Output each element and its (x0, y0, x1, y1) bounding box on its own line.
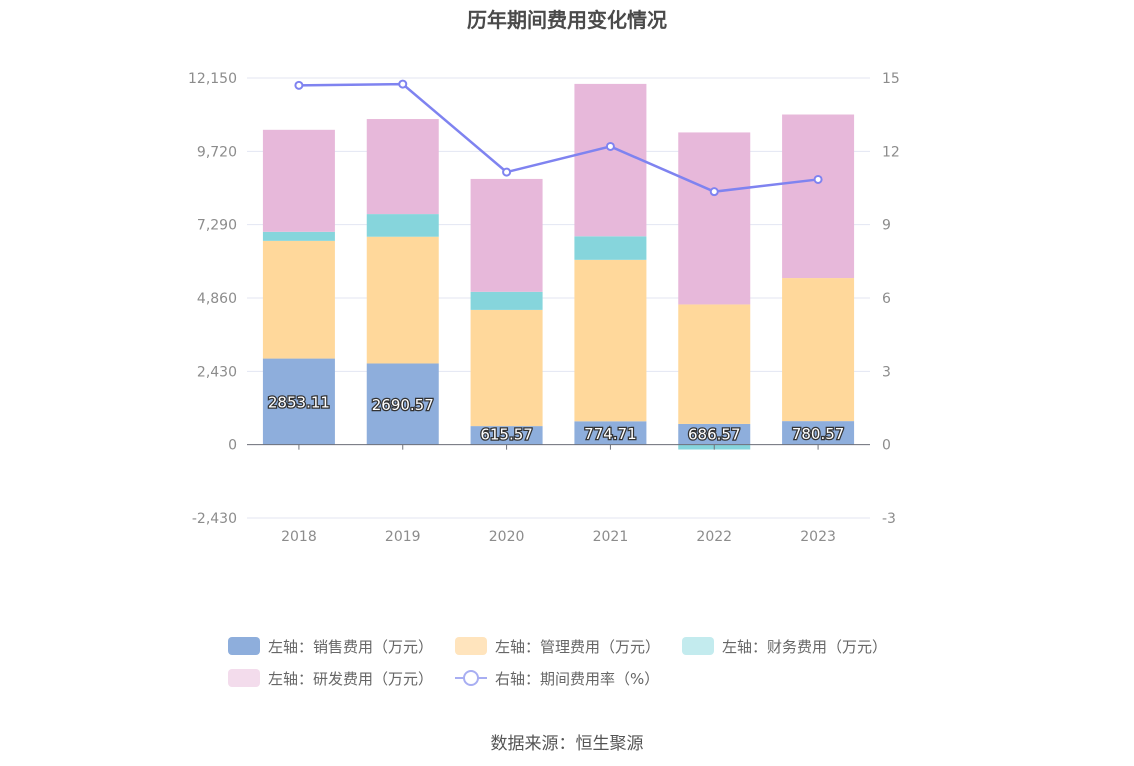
legend-label-sales: 左轴：销售费用（万元） (268, 637, 434, 656)
bar-segment-3 (470, 291, 543, 310)
bar-segment-3 (262, 231, 335, 241)
left-axis-tick-label: 12,150 (188, 71, 237, 87)
bar-segment-4 (678, 132, 751, 305)
legend-label-finance: 左轴：财务费用（万元） (722, 637, 888, 656)
bar-segment-2 (574, 259, 647, 422)
legend-label-rate: 右轴：期间费用率（%） (495, 669, 660, 688)
chart-legend: 左轴：销售费用（万元） 左轴：管理费用（万元） 左轴：财务费用（万元） 左轴：研… (228, 630, 928, 694)
line-point (294, 80, 304, 90)
bar-segment-1 (470, 426, 543, 445)
bar-data-label: 774.71 (584, 425, 637, 443)
left-axis-tick-label: -2,430 (192, 511, 237, 527)
chart-plot: 12,150 9,720 7,290 4,860 2,430 0 -2,430 15 12 9 6 3… (188, 71, 900, 545)
right-axis-tick-label: 3 (882, 364, 891, 380)
bar-segment-1 (678, 423, 751, 445)
left-axis-tick-label: 4,860 (197, 291, 237, 307)
legend-row-1: 左轴：销售费用（万元） 左轴：管理费用（万元） 左轴：财务费用（万元） (228, 630, 928, 662)
right-axis-tick-label: 12 (882, 144, 900, 160)
right-axis-tick-label: -3 (882, 511, 896, 527)
bar-segment-4 (262, 129, 335, 232)
bar-segment-2 (262, 240, 335, 359)
bar-data-label: 686.57 (688, 426, 741, 444)
line-series-rate (298, 82, 819, 193)
bar-data-label: 2690.57 (372, 396, 434, 414)
bar-segment-4 (782, 114, 855, 279)
bar-segment-3 (574, 236, 647, 260)
chart-title: 历年期间费用变化情况 (467, 8, 667, 32)
line-point (502, 167, 512, 177)
bar-data-label: 615.57 (480, 426, 533, 444)
bar-segment-2 (470, 309, 543, 427)
bar-segment-2 (678, 304, 751, 424)
legend-item-rate[interactable]: 右轴：期间费用率（%） (455, 668, 659, 689)
line-point (605, 141, 615, 151)
right-axis-tick-label: 6 (882, 291, 891, 307)
legend-item-admin[interactable]: 左轴：管理费用（万元） (455, 636, 660, 657)
left-axis-tick-label: 2,430 (197, 364, 237, 380)
legend-item-finance[interactable]: 左轴：财务费用（万元） (682, 636, 887, 657)
legend-label-admin: 左轴：管理费用（万元） (495, 637, 661, 656)
bar-data-label: 2853.11 (268, 394, 330, 412)
line-point (709, 187, 719, 197)
bar-segment-1 (782, 421, 855, 445)
bar-segment-4 (574, 83, 647, 237)
data-source-note: 数据来源：恒生聚源 (490, 734, 644, 754)
x-axis-tick-label: 2020 (489, 529, 525, 545)
legend-row-2: 左轴：研发费用（万元） 右轴：期间费用率（%） (228, 662, 928, 694)
x-axis-tick-label: 2019 (385, 529, 421, 545)
legend-line-rate-icon (455, 669, 488, 687)
x-axis-tick-label: 2023 (800, 529, 836, 545)
left-axis-tick-label: 9,720 (197, 144, 237, 160)
bar-segment-2 (366, 236, 439, 364)
left-axis-tick-label: 7,290 (197, 218, 237, 234)
bar-segment-3 (366, 214, 439, 237)
x-axis-tick-label: 2018 (281, 529, 317, 545)
bar-segment-1 (366, 363, 439, 445)
legend-label-rd: 左轴：研发费用（万元） (268, 669, 434, 688)
right-axis-tick-label: 9 (882, 218, 891, 234)
x-axis-tick-label: 2022 (696, 529, 732, 545)
legend-item-rd[interactable]: 左轴：研发费用（万元） (228, 668, 433, 689)
line-point (813, 174, 823, 184)
bar-segment-4 (366, 119, 439, 215)
x-axis-tick-label: 2021 (593, 529, 629, 545)
bar-data-label: 780.57 (792, 425, 845, 443)
legend-swatch-finance (682, 637, 715, 655)
legend-item-sales[interactable]: 左轴：销售费用（万元） (228, 636, 433, 657)
bar-segment-1 (262, 358, 335, 445)
legend-swatch-rd (228, 669, 260, 687)
right-axis-tick-label: 15 (882, 71, 900, 87)
bar-segment-4 (470, 178, 543, 292)
bar-segment-2 (782, 278, 855, 422)
right-axis-tick-label: 0 (882, 438, 891, 454)
line-point (398, 79, 408, 89)
legend-swatch-sales (228, 637, 260, 655)
left-axis-tick-label: 0 (228, 438, 237, 454)
bar-segment-1 (574, 421, 647, 445)
legend-swatch-admin (455, 637, 488, 655)
